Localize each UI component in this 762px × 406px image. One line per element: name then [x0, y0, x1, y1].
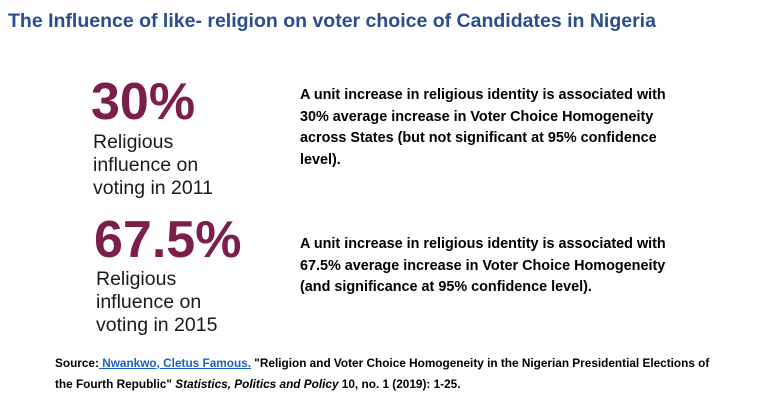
page-title: The Influence of like- religion on voter…	[8, 10, 656, 32]
stat-value-2011: 30%	[91, 73, 196, 131]
caption-line: voting in 2015	[96, 314, 218, 336]
citation-tail: 10, no. 1 (2019): 1-25.	[338, 377, 461, 391]
stat-caption-2015: Religious influence on voting in 2015	[96, 268, 286, 337]
description-line: level).	[300, 151, 341, 168]
caption-line: Religious	[96, 268, 177, 290]
source-line-2: the Fourth Republic" Statistics, Politic…	[55, 374, 755, 395]
caption-line: influence on	[93, 154, 199, 176]
description-line: 30% average increase in Voter Choice Hom…	[300, 108, 654, 125]
stat-value-2015: 67.5%	[94, 211, 242, 269]
caption-line: voting in 2011	[93, 177, 213, 199]
journal-name: Statistics, Politics and Policy	[175, 377, 339, 391]
author-link[interactable]: Nwankwo, Cletus Famous.	[98, 356, 251, 370]
caption-line: influence on	[96, 291, 202, 313]
stat-description-2015: A unit increase in religious identity is…	[300, 234, 730, 299]
source-citation: Source: Nwankwo, Cletus Famous. "Religio…	[55, 353, 755, 395]
stat-description-2011: A unit increase in religious identity is…	[300, 85, 720, 171]
description-line: (and significance at 95% confidence leve…	[300, 279, 592, 295]
description-line: A unit increase in religious identity is…	[300, 236, 666, 252]
source-title-text-2: the Fourth Republic"	[55, 377, 176, 391]
stat-caption-2011: Religious influence on voting in 2011	[93, 131, 283, 200]
description-line: 67.5% average increase in Voter Choice H…	[300, 257, 666, 274]
source-title-text: "Religion and Voter Choice Homogeneity i…	[251, 356, 710, 370]
description-line: A unit increase in religious identity is…	[300, 87, 666, 103]
caption-line: Religious	[93, 131, 174, 153]
source-label: Source:	[55, 356, 99, 370]
source-line-1: Source: Nwankwo, Cletus Famous. "Religio…	[55, 353, 755, 374]
description-line: across States (but not significant at 95…	[300, 130, 657, 146]
